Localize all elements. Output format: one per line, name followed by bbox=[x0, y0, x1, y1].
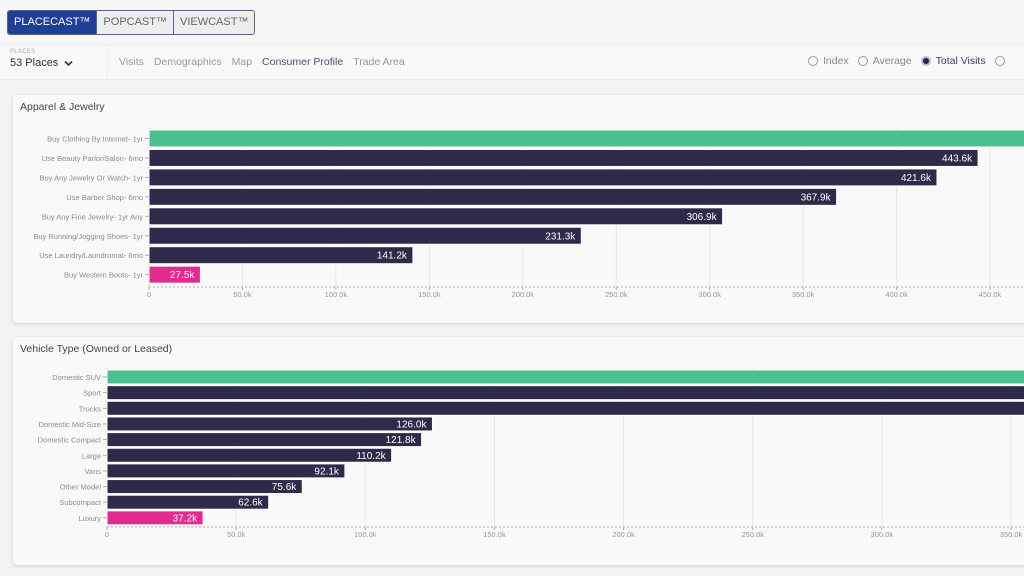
value-label: 121.8k bbox=[386, 435, 417, 446]
divider bbox=[107, 46, 108, 79]
value-label: 443.6k bbox=[942, 153, 973, 164]
value-label: 306.9k bbox=[687, 212, 718, 223]
chart-title: Vehicle Type (Owned or Leased) bbox=[20, 343, 173, 355]
radio-label: Index bbox=[823, 55, 849, 67]
value-label: 92.1k bbox=[314, 466, 339, 477]
bar bbox=[148, 129, 1024, 148]
category-label: Vans bbox=[84, 467, 101, 476]
x-tick-label: 350.0k bbox=[1000, 530, 1023, 539]
bar bbox=[106, 385, 1024, 401]
value-label: 37.2k bbox=[173, 513, 198, 524]
category-label: Other Model bbox=[60, 483, 102, 492]
value-label: 141.2k bbox=[377, 251, 408, 262]
places-selector[interactable]: PLACES 53 Places bbox=[10, 49, 73, 69]
x-tick-label: 400.0k bbox=[885, 290, 908, 299]
value-label: 27.5k bbox=[170, 270, 195, 281]
x-tick-label: 150.0k bbox=[418, 290, 441, 299]
product-switcher: PLACECAST™ POPCAST™ VIEWCAST™ bbox=[7, 10, 256, 35]
places-value: 53 Places bbox=[10, 57, 59, 69]
x-tick-label: 200.0k bbox=[512, 290, 535, 299]
tab-demographics[interactable]: Demographics bbox=[153, 56, 222, 68]
category-label: Buy Any Jewelry Or Watch- 1yr bbox=[40, 173, 144, 182]
bar bbox=[148, 226, 582, 245]
value-label: 126.0k bbox=[396, 419, 427, 430]
x-tick-label: 0 bbox=[147, 290, 151, 299]
bar bbox=[106, 369, 1024, 385]
value-label: 421.6k bbox=[901, 173, 932, 184]
radio-selected-icon bbox=[920, 56, 931, 66]
radio-icon bbox=[808, 56, 818, 66]
category-label: Trucks bbox=[79, 404, 101, 413]
tabs: Visits Demographics Map Consumer Profile… bbox=[119, 56, 405, 68]
bar bbox=[148, 168, 938, 187]
bar bbox=[106, 463, 346, 479]
tab-consumer-profile[interactable]: Consumer Profile bbox=[262, 56, 344, 68]
x-tick-label: 50.0k bbox=[227, 530, 246, 539]
x-tick-label: 350.0k bbox=[792, 290, 815, 299]
category-label: Buy Any Fine Jewelry- 1yr Any bbox=[42, 212, 144, 221]
viewcast-button[interactable]: VIEWCAST™ bbox=[174, 11, 255, 34]
category-label: Domestic Compact bbox=[38, 436, 102, 445]
value-label: 110.2k bbox=[356, 451, 386, 462]
placecast-button[interactable]: PLACECAST™ bbox=[8, 11, 98, 34]
tab-visits[interactable]: Visits bbox=[119, 56, 144, 68]
x-tick-label: 150.0k bbox=[483, 530, 506, 539]
category-label: Use Laundry/Laundromat- 6mo bbox=[39, 251, 143, 260]
bar bbox=[148, 246, 414, 265]
x-tick-label: 450.0k bbox=[979, 290, 1002, 299]
category-label: Domestic Mid-Size bbox=[38, 420, 101, 429]
x-tick-label: 100.0k bbox=[325, 290, 348, 299]
x-tick-label: 50.0k bbox=[233, 290, 252, 299]
radio-average[interactable]: Average bbox=[857, 55, 912, 67]
popcast-button[interactable]: POPCAST™ bbox=[97, 11, 174, 34]
bar bbox=[106, 432, 423, 448]
x-tick-label: 300.0k bbox=[871, 530, 894, 539]
top-bar: PLACECAST™ POPCAST™ VIEWCAST™ bbox=[0, 0, 1024, 42]
chevron-down-icon bbox=[64, 60, 73, 66]
radio-label: Total Visits bbox=[935, 55, 986, 67]
bar bbox=[106, 447, 393, 463]
radio-label: Average bbox=[872, 55, 912, 67]
x-tick-label: 200.0k bbox=[612, 530, 635, 539]
radio-more[interactable] bbox=[994, 56, 1005, 66]
x-tick-label: 250.0k bbox=[741, 530, 764, 539]
x-tick-label: 250.0k bbox=[605, 290, 628, 299]
category-label: Use Barber Shop- 6mo bbox=[66, 193, 143, 202]
tab-map[interactable]: Map bbox=[231, 56, 253, 68]
chart-title: Apparel & Jewelry bbox=[20, 101, 105, 113]
value-label: 62.6k bbox=[238, 498, 263, 509]
places-label: PLACES bbox=[10, 49, 36, 55]
radio-icon bbox=[857, 56, 868, 66]
category-label: Subcompact bbox=[59, 498, 102, 507]
x-tick-label: 300.0k bbox=[698, 290, 721, 299]
category-label: Luxury bbox=[78, 514, 101, 523]
category-label: Large bbox=[82, 451, 101, 460]
value-label: 231.3k bbox=[545, 231, 576, 242]
value-label: 75.6k bbox=[272, 482, 297, 493]
x-tick-label: 0 bbox=[105, 530, 109, 539]
category-label: Buy Western Boots- 1yr bbox=[64, 271, 144, 280]
bar bbox=[148, 187, 838, 206]
bar bbox=[148, 148, 979, 167]
x-tick-label: 100.0k bbox=[354, 530, 377, 539]
value-label: 367.9k bbox=[801, 192, 832, 203]
metric-radio-group: Index Average Total Visits bbox=[808, 55, 1005, 67]
category-label: Buy Clothing By Internet- 1yr bbox=[47, 135, 143, 144]
bar bbox=[106, 400, 1024, 416]
radio-total-visits[interactable]: Total Visits bbox=[920, 55, 986, 67]
category-label: Sport bbox=[83, 389, 102, 398]
bar bbox=[106, 416, 433, 432]
radio-index[interactable]: Index bbox=[808, 55, 849, 67]
bar bbox=[148, 207, 724, 226]
nav-bar: PLACES 53 Places Visits Demographics Map… bbox=[0, 45, 1024, 80]
category-label: Buy Running/Jogging Shoes- 1yr bbox=[33, 232, 143, 241]
radio-icon bbox=[994, 56, 1005, 66]
tab-trade-area[interactable]: Trade Area bbox=[353, 56, 405, 68]
category-label: Use Beauty Parlor/Salon- 6mo bbox=[42, 154, 143, 163]
category-label: Domestic SUV bbox=[52, 373, 101, 382]
